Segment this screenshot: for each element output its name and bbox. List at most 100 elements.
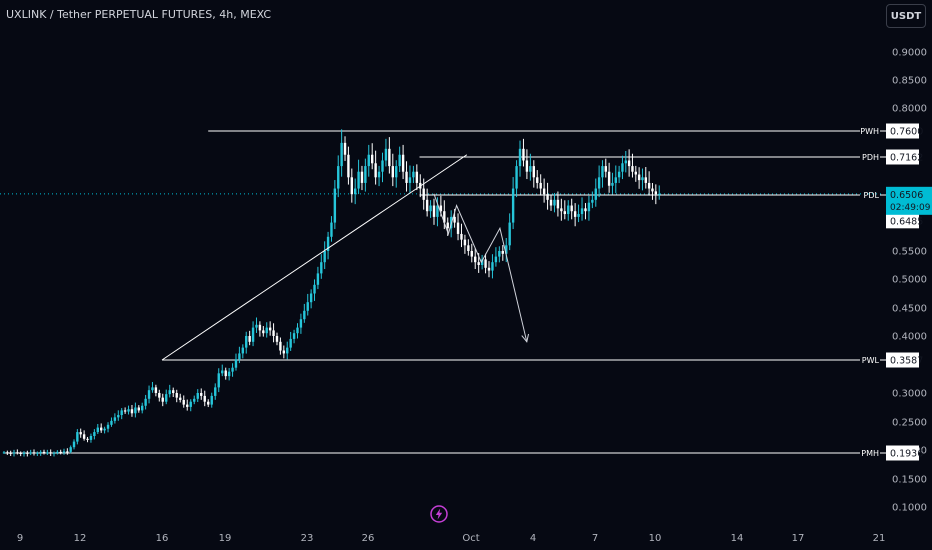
candle-body: [542, 188, 546, 195]
x-tick-label: 16: [156, 533, 169, 544]
candle-body: [193, 398, 196, 402]
candle-body: [299, 319, 303, 328]
time-axis[interactable]: 9 12 16 19 23 26 Oct 4 7 10 14 17 21: [17, 533, 886, 544]
projection-path[interactable]: [433, 193, 528, 342]
candle-body: [238, 353, 241, 360]
candle-body: [580, 208, 584, 215]
current-price-tag: [886, 186, 932, 215]
candle-body: [245, 336, 248, 348]
candle-body: [443, 211, 446, 223]
candle-body: [343, 142, 347, 155]
candle-body: [350, 177, 354, 195]
candle-body: [391, 166, 394, 178]
candle-body: [89, 436, 93, 440]
trendline[interactable]: [161, 154, 468, 361]
candle-body: [412, 171, 415, 178]
candle-body: [601, 166, 604, 178]
candle-body: [511, 188, 515, 223]
candle-body: [532, 166, 535, 178]
x-tick-label: 12: [74, 533, 87, 544]
candle-body: [546, 194, 549, 200]
candle-body: [518, 148, 522, 167]
candle-body: [647, 182, 651, 189]
candle-body: [42, 451, 46, 453]
candle-body: [631, 166, 634, 172]
candle-body: [460, 233, 463, 240]
candle-body: [182, 399, 185, 405]
candle-body: [103, 428, 106, 431]
level-price-label: 0.7162: [890, 153, 923, 164]
candle-body: [384, 148, 388, 161]
candle-body: [296, 327, 299, 334]
candle-body: [487, 267, 491, 271]
x-tick-label: 14: [731, 533, 744, 544]
candle-body: [282, 350, 286, 354]
candle-body: [395, 166, 398, 178]
candle-body: [436, 205, 439, 217]
candle-body: [72, 441, 76, 448]
y-tick-label: 0.8000: [892, 104, 927, 115]
candle-body: [172, 390, 175, 393]
x-tick-label: 17: [792, 533, 805, 544]
level-price-tag: [886, 445, 919, 461]
current-price-label: 0.6506: [890, 190, 923, 201]
candle-body: [634, 171, 637, 175]
drawings: [161, 154, 530, 361]
candle-body: [347, 154, 350, 178]
candle-body: [56, 451, 59, 453]
candle-body: [470, 251, 473, 257]
candle-body: [76, 432, 79, 442]
candle-body: [591, 199, 594, 203]
candle-body: [326, 236, 330, 251]
candle-body: [637, 174, 641, 181]
candle-body: [161, 397, 164, 402]
y-tick-label: 0.2500: [892, 418, 927, 429]
candle-body: [641, 177, 644, 181]
candle-body: [381, 160, 384, 172]
level-price-tag: [886, 213, 919, 229]
level-name: PDL: [864, 191, 880, 200]
candle-body: [214, 387, 217, 396]
key-levels: [0, 130, 882, 454]
currency-button[interactable]: USDT: [886, 4, 926, 28]
lightning-bolt-icon[interactable]: [430, 505, 448, 523]
candle-body: [62, 451, 66, 453]
level-name: PWL: [862, 356, 880, 365]
candle-body: [388, 148, 391, 167]
candle-body: [123, 410, 127, 412]
candle-body: [401, 154, 405, 172]
candle-body: [303, 310, 306, 320]
level-price-label: 0.6485: [890, 216, 923, 227]
candle-body: [553, 199, 556, 206]
level-price-tag: [886, 123, 919, 139]
candle-body: [584, 208, 587, 212]
candle-body: [22, 452, 26, 454]
y-tick-label: 0.5000: [892, 275, 927, 286]
candle-body: [439, 205, 443, 212]
candle-body: [255, 324, 258, 328]
candle-body: [425, 199, 429, 212]
candle-body: [117, 415, 120, 418]
y-tick-label: 0.4500: [892, 304, 927, 315]
candle-body: [29, 452, 32, 454]
candle-body: [364, 166, 367, 183]
candle-body: [217, 373, 220, 388]
candle-body: [405, 171, 408, 183]
candle-body: [374, 163, 377, 178]
candle-body: [377, 171, 381, 178]
candle-body: [624, 160, 627, 164]
candle-body: [189, 401, 192, 407]
candle-body: [110, 420, 113, 425]
price-axis[interactable]: 0.9000 0.8500 0.8000 0.5500 0.5000 0.4500 0.40…: [892, 48, 927, 514]
candle-body: [323, 251, 326, 263]
candle-body: [353, 188, 357, 195]
candle-body: [505, 245, 508, 254]
x-tick-label: 4: [530, 533, 536, 544]
candle-body: [556, 199, 560, 209]
candle-body: [422, 188, 425, 200]
candle-body: [306, 302, 309, 311]
candle-body: [429, 205, 432, 212]
candle-body: [467, 245, 470, 251]
candle-body: [474, 256, 477, 263]
